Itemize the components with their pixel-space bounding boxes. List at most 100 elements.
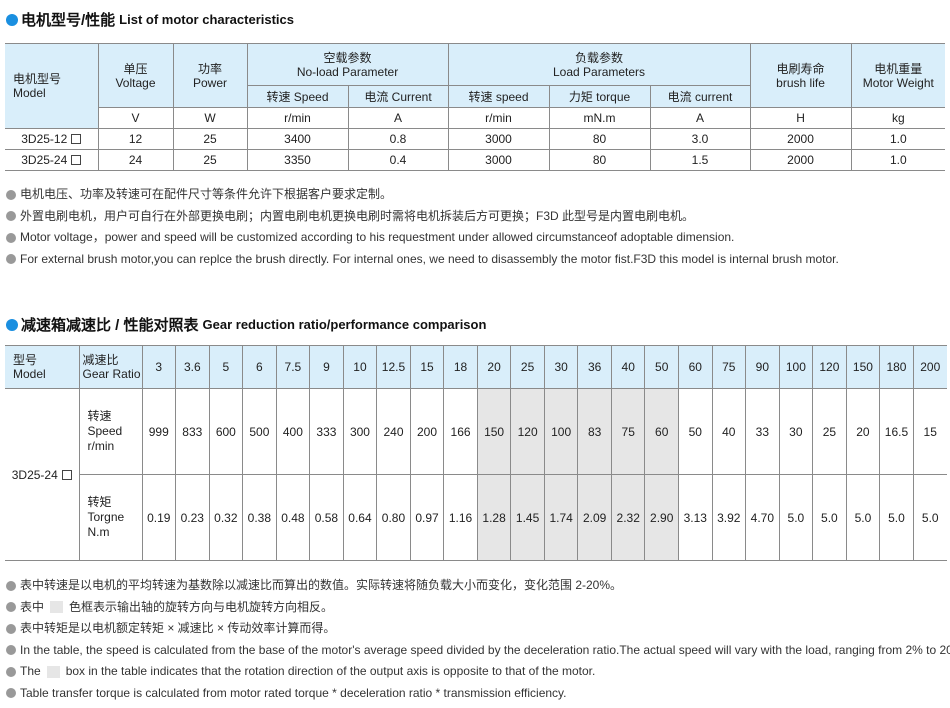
note-item: 电机电压、功率及转速可在配件尺寸等条件允许下根据客户要求定制。 [6, 184, 839, 206]
speed-label-text: r/min [87, 439, 115, 453]
ratio-header-text: 12.5 [381, 360, 406, 374]
ratio-header-text: 75 [722, 360, 736, 374]
ratio-header-text: 6 [256, 360, 263, 374]
model-cell-text: 3D25-12 [21, 132, 68, 146]
section2-title: 减速箱减速比 / 性能对照表 Gear reduction ratio/perf… [6, 314, 486, 335]
header-model: 电机型号 Model [5, 43, 99, 129]
torque-value: 0.64 [342, 474, 378, 561]
value-cell-text: 1.5 [691, 153, 709, 167]
note-item: 表中 色框表示输出轴的旋转方向与电机旋转方向相反。 [6, 597, 950, 619]
torque-value-text: 0.19 [147, 510, 171, 525]
speed-value-text: 400 [282, 424, 303, 439]
torque-value: 0.97 [409, 474, 445, 561]
ratio-header-text: 20 [487, 360, 501, 374]
checkbox[interactable] [61, 469, 72, 480]
speed-value-text: 20 [856, 424, 870, 439]
checkbox[interactable] [71, 155, 82, 165]
ratio-header-text: 18 [453, 360, 468, 374]
value-cell-text: 3000 [485, 132, 512, 146]
torque-value-text: 4.70 [750, 510, 774, 525]
speed-value-text: 166 [450, 424, 471, 439]
header-power-text: Power [192, 75, 227, 90]
bullet-icon [6, 211, 16, 222]
unit-cell: W [172, 107, 248, 129]
ratio-header: 36 [577, 345, 612, 389]
ratio-header-text: 30 [554, 360, 568, 374]
value-cell-text: 25 [203, 153, 217, 167]
speed-row: 3D25-24 转速 Speed r/min 999 833 600 500 400 333 300… [5, 388, 947, 561]
bullet-icon [6, 645, 16, 656]
speed-value-text: 300 [349, 424, 370, 439]
speed-value: 60 [644, 388, 679, 475]
speed-value: 300 [342, 388, 378, 475]
unit-cell: r/min [447, 107, 550, 129]
speed-value: 240 [376, 388, 411, 475]
shade-swatch [46, 665, 60, 678]
unit-cell-text: r/min [284, 111, 311, 125]
torque-value-text: 1.16 [448, 510, 473, 525]
unit-cell-text: A [696, 111, 705, 125]
speed-value-text: 60 [655, 424, 669, 439]
torque-value-text: 1.28 [482, 510, 506, 525]
value-cell: 3.0 [649, 128, 751, 150]
header-brush-life-text: brush life [776, 75, 825, 90]
torque-value: 0.23 [175, 474, 210, 561]
title-cn: 电机型号/性能 [21, 12, 116, 29]
speed-value: 20 [845, 388, 881, 475]
checkbox[interactable] [71, 134, 82, 144]
subheader-text: 转速 Speed [266, 89, 329, 104]
ratio-header: 50 [644, 345, 679, 389]
ratio-header-text: 3 [155, 360, 163, 374]
motor-characteristics-table: 电机型号 Model 单压 Voltage 功率 Power 空载参数 No-load Par… [5, 43, 946, 171]
torque-value: 1.74 [543, 474, 579, 561]
bullet-icon [6, 232, 16, 243]
subheader: 力矩 torque [548, 85, 651, 108]
bullet-icon [6, 580, 16, 591]
speed-value: 33 [745, 388, 780, 475]
torque-row: 转矩 Torgne N.m 0.19 0.23 0.32 0.38 0.48 0.58 0.64 0… [5, 474, 947, 561]
torque-value-text: 0.23 [180, 510, 204, 525]
header-load: 负载参数 Load Parameters [447, 43, 751, 86]
shade-swatch [50, 601, 64, 614]
torque-value-text: 5.0 [787, 510, 805, 525]
subheader: 电流 current [649, 85, 751, 108]
ratio-header: 75 [711, 345, 747, 389]
note-item: The box in the table indicates that the r… [6, 661, 950, 683]
ratio-header-text: 9 [323, 360, 330, 374]
torque-value-text: 0.64 [348, 510, 372, 525]
ratio-header: 7.5 [275, 345, 311, 389]
ratio-header: 10 [342, 345, 378, 389]
speed-value: 999 [141, 388, 177, 475]
speed-label-text: Speed [87, 424, 123, 438]
torque-value: 0.80 [376, 474, 411, 561]
torque-value: 0.38 [242, 474, 277, 561]
gear-notes: 表中转速是以电机的平均转速为基数除以减速比而算出的数值。实际转速将随负载大小而变… [6, 575, 950, 704]
header-voltage-text: Voltage [115, 75, 156, 90]
header-gear-ratio: 减速比 Gear Ratio [78, 345, 143, 389]
header-gear-ratio-text: Gear Ratio [82, 367, 141, 381]
torque-value-text: 1.45 [515, 510, 540, 525]
model-cell: 3D25-24 [5, 149, 99, 171]
header-noload-text: No-load Parameter [296, 64, 399, 79]
header-brush-life: 电刷寿命 brush life [749, 43, 852, 108]
speed-value-text: 100 [551, 424, 572, 439]
speed-value-text: 600 [215, 424, 236, 439]
speed-value: 833 [175, 388, 210, 475]
torque-value: 0.58 [309, 474, 344, 561]
header-model-text: Model [13, 86, 46, 100]
subheader-text: 电流 Current [364, 89, 432, 104]
value-cell-text: 80 [592, 132, 607, 146]
value-cell: 12 [97, 128, 174, 150]
note-item: 外置电刷电机，用户可自行在外部更换电刷；内置电刷电机更换电刷时需将电机拆装后方可… [6, 206, 839, 228]
ratio-header: 60 [678, 345, 713, 389]
header-voltage: 单压 Voltage [97, 43, 174, 108]
speed-value: 333 [309, 388, 344, 475]
ratio-header-text: 7.5 [284, 360, 302, 374]
subheader-text: 转速 speed [468, 89, 529, 104]
speed-value: 500 [242, 388, 277, 475]
bullet-icon [6, 254, 16, 265]
torque-value-text: 1.74 [549, 510, 573, 525]
ratio-header: 30 [543, 345, 579, 389]
unit-cell-text: H [796, 111, 805, 125]
speed-label: 转速 Speed r/min [78, 388, 143, 475]
